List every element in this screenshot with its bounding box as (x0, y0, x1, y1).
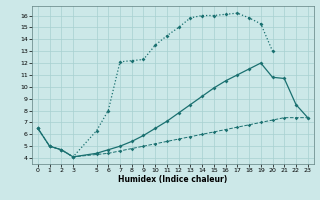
X-axis label: Humidex (Indice chaleur): Humidex (Indice chaleur) (118, 175, 228, 184)
